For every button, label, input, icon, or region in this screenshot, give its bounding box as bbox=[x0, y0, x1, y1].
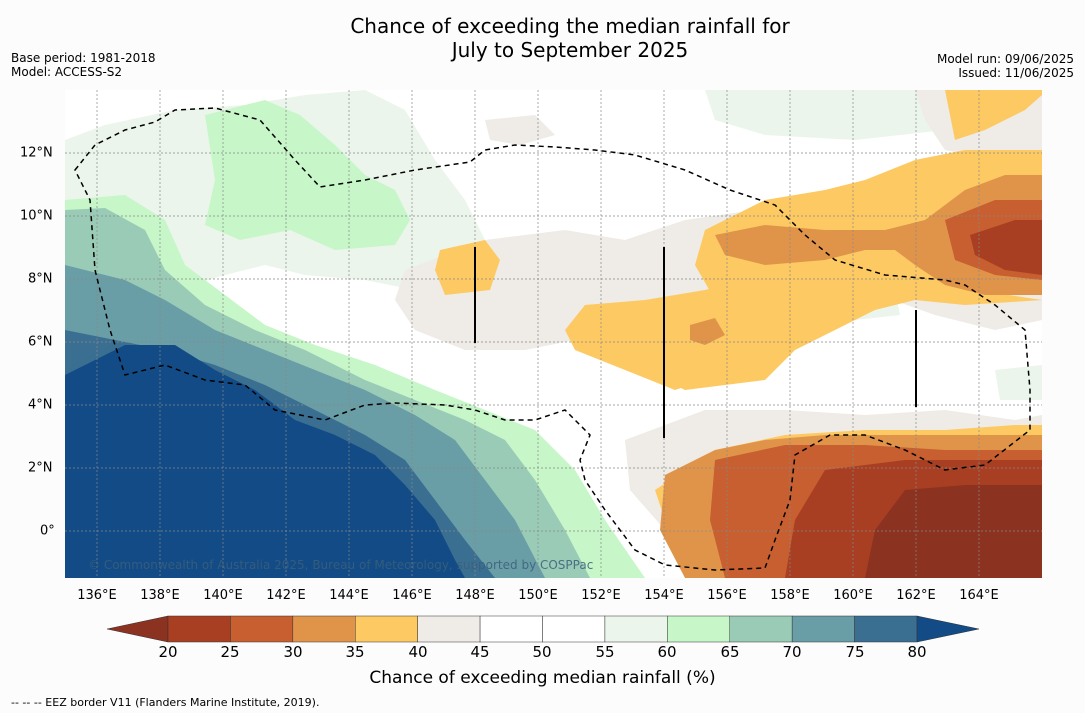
copyright-watermark: © Commonwealth of Australia 2025, Bureau… bbox=[88, 558, 594, 572]
colorbar-segment bbox=[479, 615, 543, 643]
cb-tick-25: 25 bbox=[220, 643, 240, 661]
cb-tick-50: 50 bbox=[532, 643, 552, 661]
contour-60-ne bbox=[705, 90, 965, 140]
x-tick-140: 140°E bbox=[203, 588, 243, 603]
contour-85 bbox=[65, 345, 465, 578]
meta-left: Base period: 1981-2018 Model: ACCESS-S2 bbox=[11, 51, 156, 79]
cb-tick-55: 55 bbox=[595, 643, 615, 661]
colorbar-segment bbox=[667, 615, 730, 643]
cb-tick-20: 20 bbox=[158, 643, 178, 661]
x-tick-160: 160°E bbox=[833, 588, 873, 603]
boundary-lines bbox=[474, 247, 917, 438]
cb-tick-70: 70 bbox=[782, 643, 802, 661]
x-tick-144: 144°E bbox=[329, 588, 369, 603]
eez-legend-note: -- -- -- EEZ border V11 (Flanders Marine… bbox=[11, 696, 320, 709]
contour-30-ne bbox=[715, 175, 1042, 295]
map-title: Chance of exceeding the median rainfall … bbox=[0, 14, 1085, 62]
model-run-text: Model run: 09/06/2025 bbox=[936, 52, 1074, 66]
x-tick-146: 146°E bbox=[392, 588, 432, 603]
colorbar-segment bbox=[854, 615, 918, 643]
map-svg bbox=[65, 90, 1042, 578]
x-tick-154: 154°E bbox=[644, 588, 684, 603]
y-tick-0: 0° bbox=[40, 523, 55, 539]
colorbar-under bbox=[107, 615, 169, 643]
contour-35-ne bbox=[625, 90, 1042, 390]
contour-40-small bbox=[485, 115, 555, 145]
x-tick-150: 150°E bbox=[518, 588, 558, 603]
y-tick-4n: 4°N bbox=[28, 397, 53, 413]
contour-30-small bbox=[690, 318, 725, 345]
colorbar-label: Chance of exceeding median rainfall (%) bbox=[369, 668, 716, 688]
contour-35-west bbox=[435, 240, 500, 295]
x-tick-164: 164°E bbox=[959, 588, 999, 603]
x-tick-148: 148°E bbox=[455, 588, 495, 603]
contour-under-20 bbox=[865, 485, 1042, 578]
colorbar-segment bbox=[729, 615, 793, 643]
meta-right: Model run: 09/06/2025 Issued: 11/06/2025 bbox=[937, 52, 1074, 80]
cb-tick-30: 30 bbox=[283, 643, 303, 661]
x-tick-156: 156°E bbox=[707, 588, 747, 603]
cb-tick-80: 80 bbox=[907, 643, 927, 661]
y-tick-10n: 10°N bbox=[20, 208, 53, 224]
rainfall-map bbox=[65, 90, 1042, 578]
colorbar-segment bbox=[167, 615, 231, 643]
colorbar bbox=[107, 615, 979, 643]
colorbar-segment bbox=[791, 615, 855, 643]
cb-tick-65: 65 bbox=[720, 643, 740, 661]
x-tick-158: 158°E bbox=[770, 588, 810, 603]
x-tick-142: 142°E bbox=[266, 588, 306, 603]
colorbar-segment bbox=[542, 615, 606, 643]
y-tick-2n: 2°N bbox=[28, 460, 53, 476]
contour-20-ne bbox=[970, 220, 1042, 275]
cb-tick-45: 45 bbox=[470, 643, 490, 661]
y-tick-6n: 6°N bbox=[28, 334, 53, 350]
title-line-2: July to September 2025 bbox=[451, 38, 689, 62]
colorbar-segment bbox=[355, 615, 418, 643]
colorbar-segment bbox=[604, 615, 668, 643]
x-tick-138: 138°E bbox=[140, 588, 180, 603]
y-tick-8n: 8°N bbox=[28, 271, 53, 287]
x-tick-162: 162°E bbox=[896, 588, 936, 603]
title-line-1: Chance of exceeding the median rainfall … bbox=[350, 14, 790, 38]
contour-60-east bbox=[995, 365, 1042, 400]
base-period-text: Base period: 1981-2018 bbox=[11, 51, 156, 65]
issued-text: Issued: 11/06/2025 bbox=[958, 66, 1074, 80]
contour-65-north bbox=[205, 100, 410, 250]
cb-tick-75: 75 bbox=[845, 643, 865, 661]
cb-tick-40: 40 bbox=[408, 643, 428, 661]
contour-35-ring bbox=[565, 150, 1042, 390]
y-tick-12n: 12°N bbox=[20, 145, 53, 161]
colorbar-segment bbox=[230, 615, 294, 643]
colorbar-segments bbox=[167, 615, 918, 643]
colorbar-segment bbox=[417, 615, 481, 643]
x-tick-136: 136°E bbox=[77, 588, 117, 603]
cb-tick-60: 60 bbox=[657, 643, 677, 661]
eez-border bbox=[74, 107, 1031, 571]
x-tick-152: 152°E bbox=[581, 588, 621, 603]
model-text: Model: ACCESS-S2 bbox=[11, 65, 123, 79]
cb-tick-35: 35 bbox=[345, 643, 365, 661]
colorbar-segment bbox=[292, 615, 356, 643]
colorbar-over bbox=[916, 615, 979, 643]
